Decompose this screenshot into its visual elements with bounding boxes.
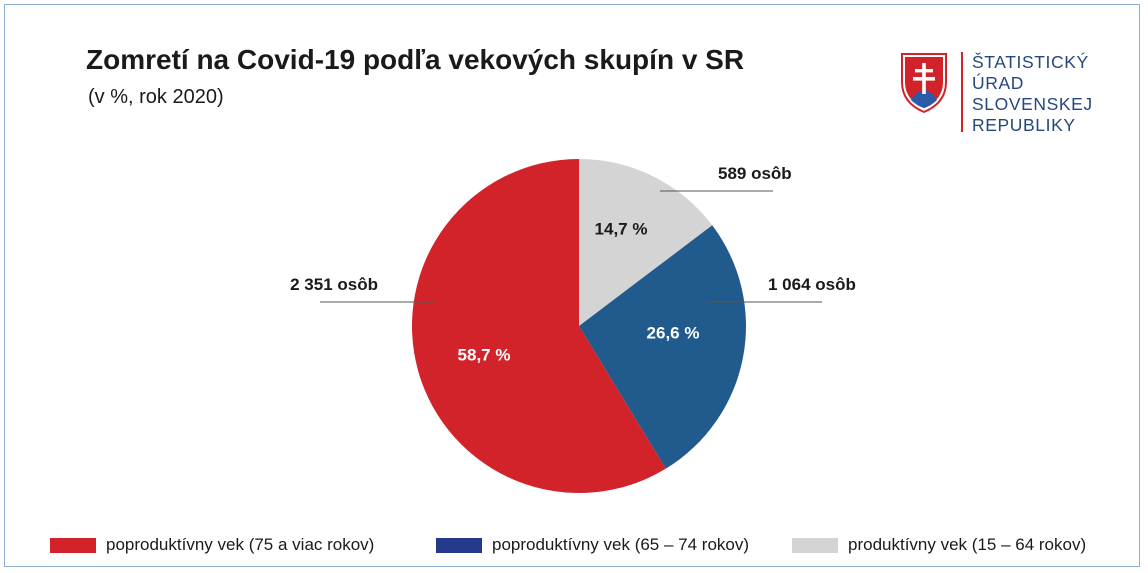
legend-label: poproduktívny vek (75 a viac rokov) <box>106 535 375 554</box>
statistical-office-logo <box>901 52 963 132</box>
logo-line: ÚRAD <box>972 73 1024 93</box>
chart-title: Zomretí na Covid-19 podľa vekových skupí… <box>86 44 745 75</box>
legend-item: poproduktívny vek (65 – 74 rokov) <box>436 534 749 556</box>
coat-of-arms-icon <box>901 53 947 114</box>
legend-swatch <box>50 537 96 553</box>
count-label: 1 064 osôb <box>768 275 856 294</box>
legend-label: poproduktívny vek (65 – 74 rokov) <box>492 535 750 554</box>
logo-line: SLOVENSKEJ <box>972 94 1093 114</box>
legend-item: produktívny vek (15 – 64 rokov) <box>792 534 1086 556</box>
pie-slice <box>412 159 666 494</box>
slice-percent-label: 14,7 % <box>595 219 648 238</box>
slice-percent-label: 58,7 % <box>458 345 511 364</box>
pie-slice <box>579 159 713 326</box>
legend-swatch <box>792 537 838 553</box>
logo-line: ŠTATISTICKÝ <box>972 52 1089 72</box>
pie-slice <box>579 225 747 469</box>
logo-text: ŠTATISTICKÝ ÚRAD SLOVENSKEJ REPUBLIKY <box>972 52 1093 136</box>
count-label: 589 osôb <box>718 164 792 183</box>
legend-swatch <box>436 537 482 553</box>
legend-item: poproduktívny vek (75 a viac rokov) <box>50 534 374 556</box>
logo-line: REPUBLIKY <box>972 115 1076 135</box>
logo-divider <box>961 52 963 132</box>
legend-label: produktívny vek (15 – 64 rokov) <box>848 535 1087 554</box>
slice-percent-label: 26,6 % <box>647 323 700 342</box>
chart-subtitle: (v %, rok 2020) <box>88 86 224 108</box>
count-label: 2 351 osôb <box>290 275 378 294</box>
